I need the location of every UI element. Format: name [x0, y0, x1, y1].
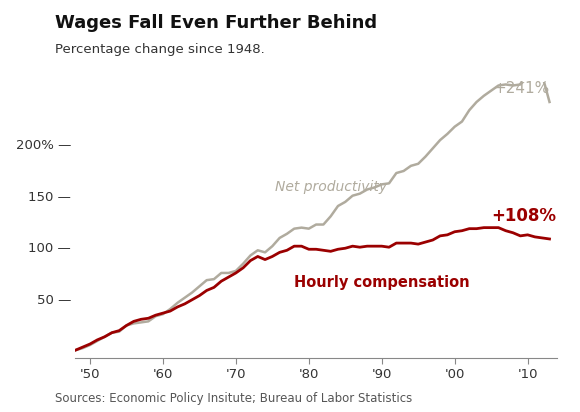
Text: +108%: +108% — [491, 206, 556, 225]
Text: Net productivity: Net productivity — [274, 180, 387, 194]
Text: Wages Fall Even Further Behind: Wages Fall Even Further Behind — [55, 14, 377, 33]
Text: Sources: Economic Policy Insitute; Bureau of Labor Statistics: Sources: Economic Policy Insitute; Burea… — [55, 391, 412, 405]
Text: Hourly compensation: Hourly compensation — [294, 275, 470, 290]
Text: +241%: +241% — [493, 81, 549, 96]
Text: Percentage change since 1948.: Percentage change since 1948. — [55, 43, 265, 56]
